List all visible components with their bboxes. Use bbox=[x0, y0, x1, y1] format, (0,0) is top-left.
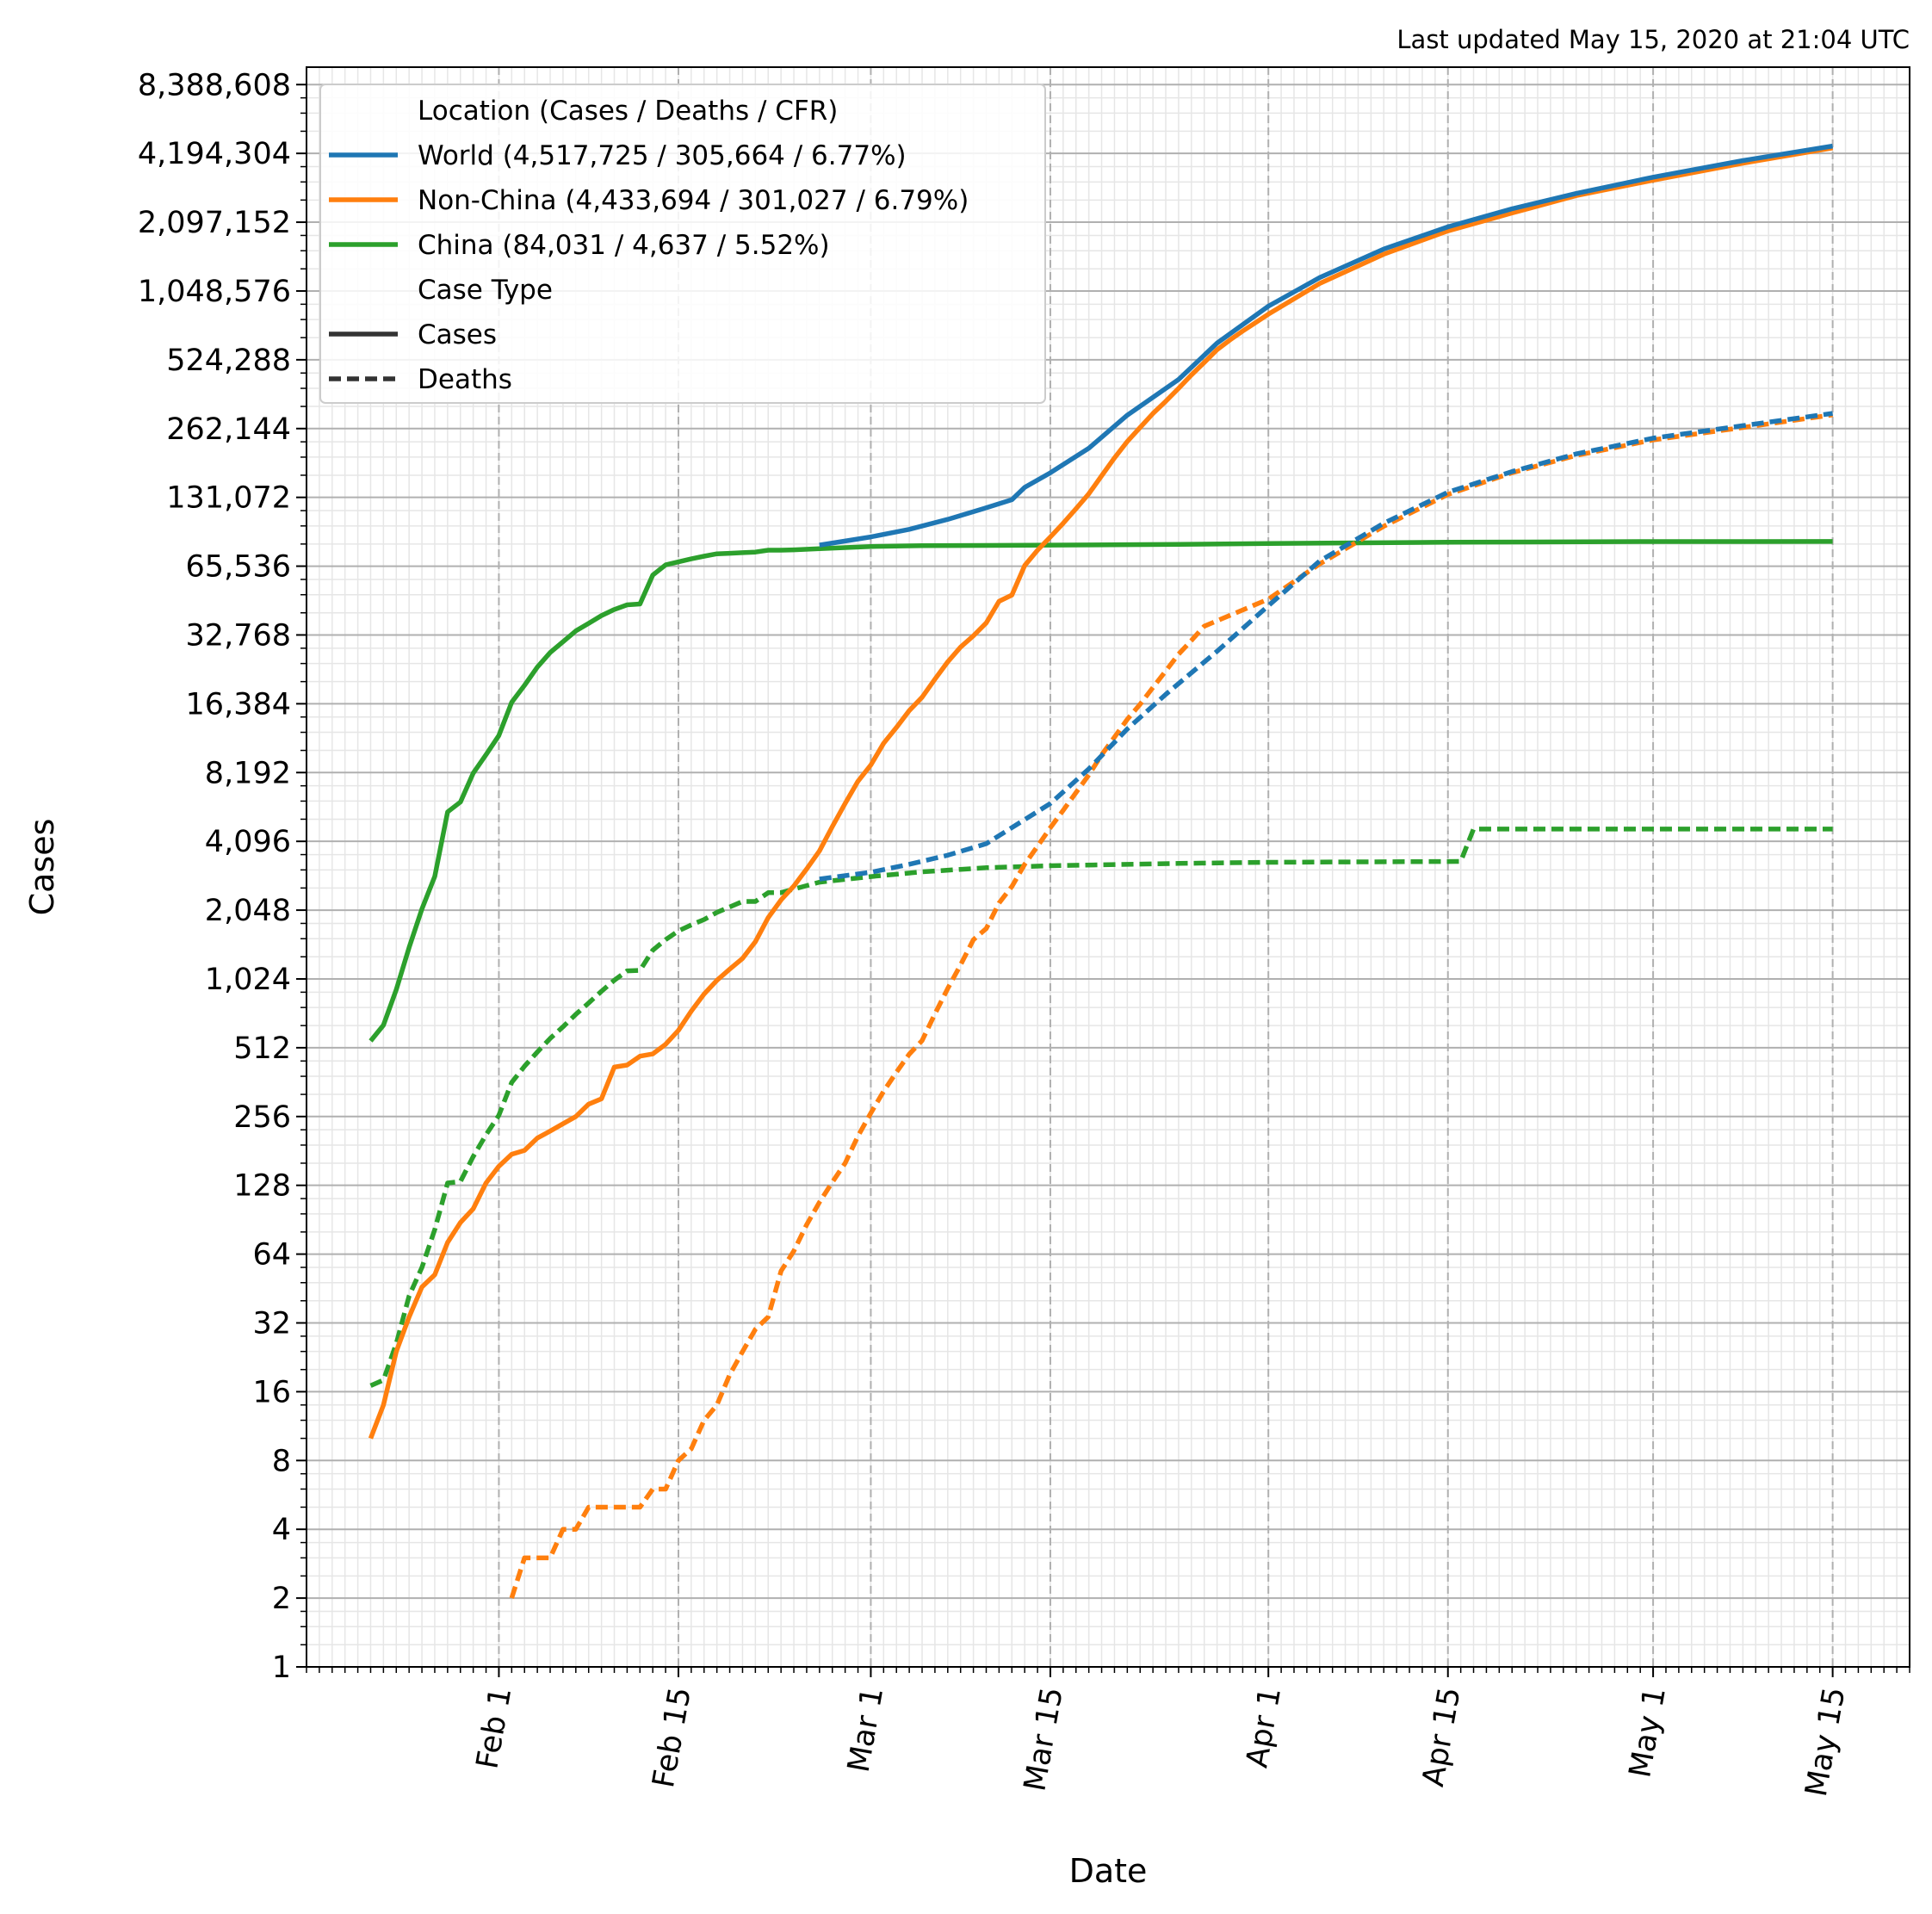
y-tick-label: 128 bbox=[233, 1169, 291, 1204]
y-tick-label: 65,536 bbox=[186, 550, 291, 585]
y-axis-title: Cases bbox=[23, 819, 61, 916]
legend-type-header: Case Type bbox=[418, 275, 553, 306]
y-tick-label: 2,097,152 bbox=[138, 206, 291, 240]
plot-frame bbox=[306, 66, 1910, 1668]
series-line-world-deaths bbox=[819, 411, 1833, 882]
legend-label-deaths: Deaths bbox=[418, 364, 512, 395]
y-tick-label: 524,288 bbox=[166, 344, 291, 378]
y-tick-label: 32,768 bbox=[186, 618, 291, 653]
y-tick-label: 131,072 bbox=[166, 481, 291, 516]
legend: Location (Cases / Deaths / CFR) World (4… bbox=[319, 84, 1046, 404]
y-tick-label: 1,048,576 bbox=[138, 275, 291, 309]
y-tick-label: 4,194,304 bbox=[138, 137, 291, 171]
y-tick-label: 8,192 bbox=[205, 756, 291, 790]
last-updated-text: Last updated May 15, 2020 at 21:04 UTC bbox=[1396, 25, 1910, 54]
x-axis-title: Date bbox=[1069, 1852, 1148, 1890]
y-tick-label: 16 bbox=[252, 1375, 291, 1409]
y-tick-label: 262,144 bbox=[166, 412, 291, 447]
y-tick-label: 16,384 bbox=[186, 687, 291, 722]
series-line-non-china-deaths bbox=[509, 412, 1833, 1599]
y-tick-label: 8,388,608 bbox=[138, 68, 291, 102]
y-tick-label: 4,096 bbox=[205, 825, 291, 859]
series-layer bbox=[368, 143, 1834, 1599]
legend-label-china: China (84,031 / 4,637 / 5.52%) bbox=[418, 230, 830, 261]
y-tick-label: 32 bbox=[252, 1306, 291, 1341]
series-line-world-cases bbox=[819, 143, 1834, 548]
y-tick-label: 1,024 bbox=[205, 963, 291, 997]
y-tick-label: 1 bbox=[272, 1651, 291, 1685]
series-line-non-china-cases bbox=[368, 146, 1834, 1440]
legend-box bbox=[319, 84, 1046, 404]
y-tick-label: 2 bbox=[272, 1582, 291, 1616]
y-tick-label: 2,048 bbox=[205, 894, 291, 928]
y-tick-label: 512 bbox=[233, 1031, 291, 1066]
y-tick-label: 8 bbox=[272, 1444, 291, 1478]
y-tick-label: 256 bbox=[233, 1100, 291, 1135]
series-line-china-cases bbox=[368, 539, 1833, 1043]
y-tick-label: 64 bbox=[252, 1238, 291, 1273]
y-tick-label: 4 bbox=[272, 1513, 291, 1547]
legend-label-cases: Cases bbox=[418, 319, 497, 350]
legend-label-world: World (4,517,725 / 305,664 / 6.77%) bbox=[418, 140, 907, 171]
legend-label-non-china: Non-China (4,433,694 / 301,027 / 6.79%) bbox=[418, 185, 969, 216]
legend-location-header: Location (Cases / Deaths / CFR) bbox=[418, 96, 838, 127]
